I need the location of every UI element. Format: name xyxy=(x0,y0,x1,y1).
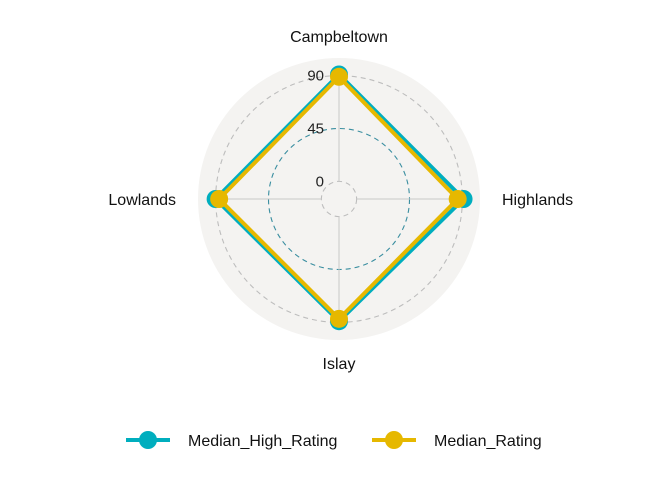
legend: Median_High_Rating Median_Rating xyxy=(126,431,542,450)
plot-area: 0 45 90 Campbeltown Highlands Islay Lowlands xyxy=(108,29,573,373)
grid-label-2: 90 xyxy=(307,68,324,85)
axis-label-islay: Islay xyxy=(323,356,356,373)
series-1-point-highlands xyxy=(448,190,467,208)
grid-label-0: 0 xyxy=(316,173,324,190)
legend-key-point-0 xyxy=(139,431,157,449)
axis-label-highlands: Highlands xyxy=(502,192,573,209)
legend-label-0: Median_High_Rating xyxy=(188,433,337,450)
series-1-point-campbeltown xyxy=(330,67,348,86)
legend-key-point-1 xyxy=(385,431,403,449)
axis-label-campbeltown: Campbeltown xyxy=(290,29,388,46)
series-1-point-lowlands xyxy=(210,190,229,208)
series-1-point-islay xyxy=(330,309,348,328)
grid-label-1: 45 xyxy=(307,121,324,138)
legend-label-1: Median_Rating xyxy=(434,433,542,450)
plot-panel xyxy=(198,58,480,340)
axis-label-lowlands: Lowlands xyxy=(108,192,176,209)
